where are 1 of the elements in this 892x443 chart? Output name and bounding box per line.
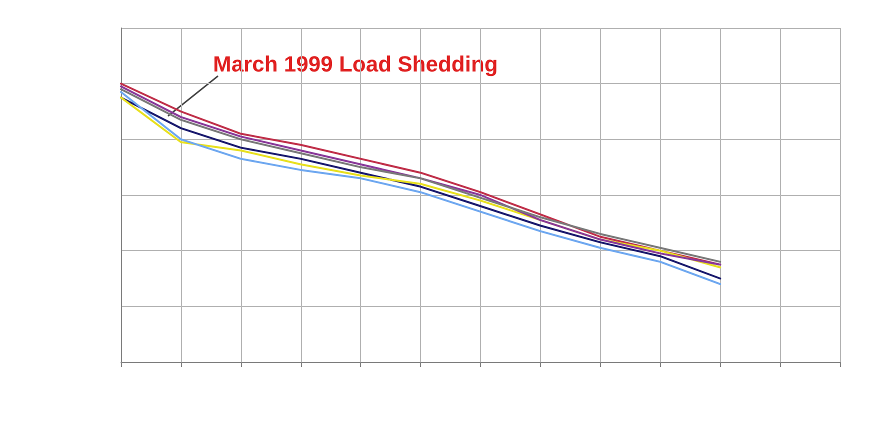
text: March 1999 Load Shedding: [213, 52, 498, 76]
